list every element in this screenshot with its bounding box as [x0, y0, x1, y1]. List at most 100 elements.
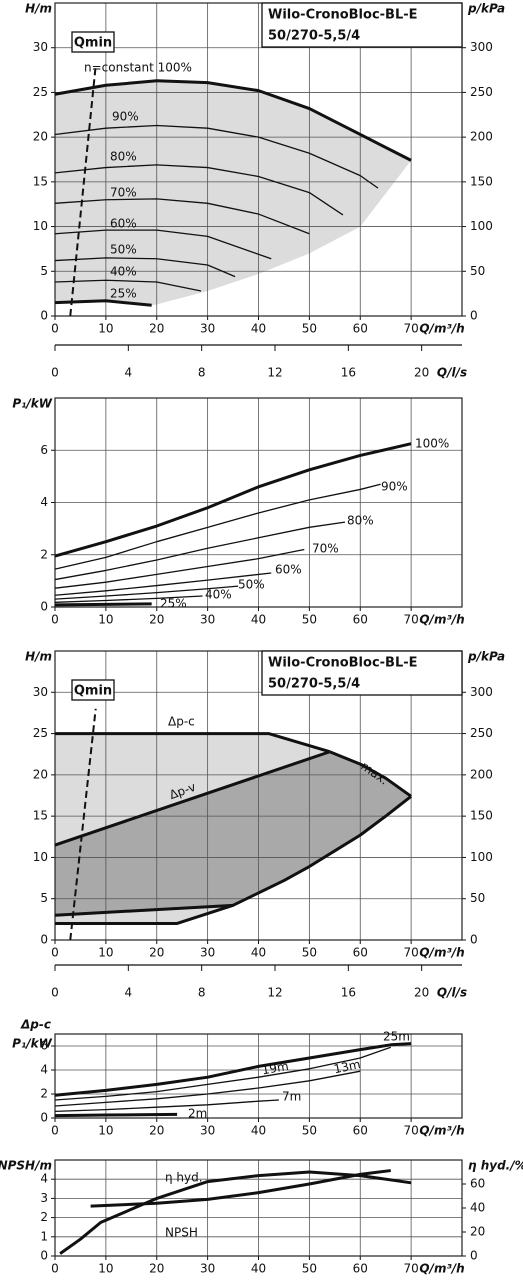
- x-axis-label: Q/m³/h: [419, 613, 464, 627]
- curve-label: 90%: [112, 110, 139, 124]
- x-axis-label: Q/l/s: [437, 366, 467, 380]
- y-axis-label: NPSH/m: [0, 1159, 52, 1173]
- curve: [59, 1170, 412, 1255]
- chart-subtitle: 50/270-5,5/4: [268, 29, 360, 44]
- y2-tick-label: 150: [470, 174, 493, 188]
- x-tick-label: 70: [403, 613, 418, 627]
- curve-label: 80%: [110, 150, 137, 164]
- y2-tick-label: 250: [470, 85, 493, 99]
- curve: [54, 1042, 412, 1097]
- curve: [54, 124, 379, 189]
- y2-axis-label: η hyd./%: [468, 1159, 523, 1173]
- curve-label: 70%: [312, 542, 339, 556]
- x-tick-label: 0: [51, 986, 59, 1000]
- curve: [69, 65, 97, 317]
- curve-label: 25%: [160, 597, 187, 611]
- curve: [54, 483, 381, 570]
- x-tick-label: 40: [251, 613, 266, 627]
- curve-label: 40%: [205, 588, 232, 602]
- y-tick-label: 4: [40, 495, 48, 509]
- y-tick-label: 20: [33, 767, 48, 781]
- curve-label: 60%: [110, 217, 137, 231]
- curve-label: Δp-c: [168, 715, 195, 729]
- curve-label: NPSH: [165, 1226, 198, 1240]
- curve-label: 80%: [347, 514, 374, 528]
- y-tick-label: 2: [40, 1087, 48, 1101]
- y-tick-label: 30: [33, 685, 48, 699]
- operating-area: [55, 751, 412, 916]
- x-tick-label: 16: [341, 366, 356, 380]
- y2-tick-label: 0: [470, 309, 478, 323]
- curve: [54, 750, 331, 847]
- x-tick-label: 12: [267, 986, 282, 1000]
- x-tick-label: 60: [353, 1124, 368, 1138]
- curve: [55, 732, 331, 754]
- y-axis-label: Δp-c: [20, 1018, 51, 1032]
- x-tick-label: 60: [353, 1262, 368, 1276]
- y-tick-label: 10: [33, 850, 48, 864]
- curve: [54, 257, 236, 278]
- title-box: [261, 2, 463, 48]
- y-tick-label: 2: [40, 547, 48, 561]
- x-tick-label: 50: [302, 1262, 317, 1276]
- y-tick-label: 0: [40, 1111, 48, 1125]
- curve-label: n=constant 100%: [84, 61, 192, 75]
- y2-tick-label: 200: [470, 130, 493, 144]
- curve: [54, 279, 202, 292]
- y-axis-label: P₁/kW: [12, 1037, 52, 1051]
- x-tick-label: 40: [251, 946, 266, 960]
- x-tick-label: 4: [125, 986, 133, 1000]
- x-tick-label: 50: [302, 322, 317, 336]
- x-axis-label: Q/m³/h: [419, 322, 464, 336]
- y2-tick-label: 100: [470, 219, 493, 233]
- curve: [54, 1099, 279, 1113]
- y2-tick-label: 300: [470, 685, 493, 699]
- x-tick-label: 60: [353, 946, 368, 960]
- x-tick-label: 4: [125, 366, 133, 380]
- y-tick-label: 6: [40, 443, 48, 457]
- y-tick-label: 2: [40, 1210, 48, 1224]
- x-tick-label: 0: [51, 613, 59, 627]
- curve: [54, 521, 346, 581]
- y-tick-label: 0: [40, 309, 48, 323]
- plot-frame: [54, 2, 463, 317]
- x-tick-label: 20: [414, 366, 429, 380]
- curve: [54, 602, 152, 607]
- curve: [55, 795, 413, 925]
- x-tick-label: 10: [98, 1124, 113, 1138]
- y-tick-label: 30: [33, 40, 48, 54]
- x-tick-label: 10: [98, 613, 113, 627]
- curve-label: 40%: [110, 265, 137, 279]
- curve-label: 13m: [332, 1057, 361, 1076]
- y-tick-label: 15: [33, 174, 48, 188]
- x-tick-label: 20: [149, 1262, 164, 1276]
- y2-axis-label: p/kPa: [467, 650, 505, 664]
- x-tick-label: 30: [200, 322, 215, 336]
- chart-subtitle: 50/270-5,5/4: [268, 677, 360, 692]
- curve-label: 60%: [275, 563, 302, 577]
- y2-tick-label: 150: [470, 809, 493, 823]
- y-tick-label: 4: [40, 1063, 48, 1077]
- curve: [54, 1070, 361, 1107]
- curve: [54, 1112, 178, 1118]
- x-tick-label: 70: [403, 1262, 418, 1276]
- y2-axis-label: p/kPa: [467, 2, 505, 16]
- curve: [54, 79, 412, 162]
- curve: [329, 750, 412, 798]
- curve: [54, 585, 239, 600]
- x-tick-label: 20: [414, 986, 429, 1000]
- curve: [69, 708, 97, 941]
- x-tick-label: 30: [200, 1262, 215, 1276]
- x-axis-label: Q/m³/h: [419, 1124, 464, 1138]
- x-tick-label: 20: [149, 1124, 164, 1138]
- chart-title: Wilo-CronoBloc-BL-E: [268, 8, 418, 23]
- x-tick-label: 20: [149, 946, 164, 960]
- curve: [54, 1046, 391, 1101]
- y2-tick-label: 60: [470, 1177, 485, 1191]
- y-tick-label: 0: [40, 1249, 48, 1263]
- y-tick-label: 25: [33, 85, 48, 99]
- y-tick-label: 15: [33, 809, 48, 823]
- x-tick-label: 0: [51, 322, 59, 336]
- x-tick-label: 60: [353, 322, 368, 336]
- x-tick-label: 70: [403, 322, 418, 336]
